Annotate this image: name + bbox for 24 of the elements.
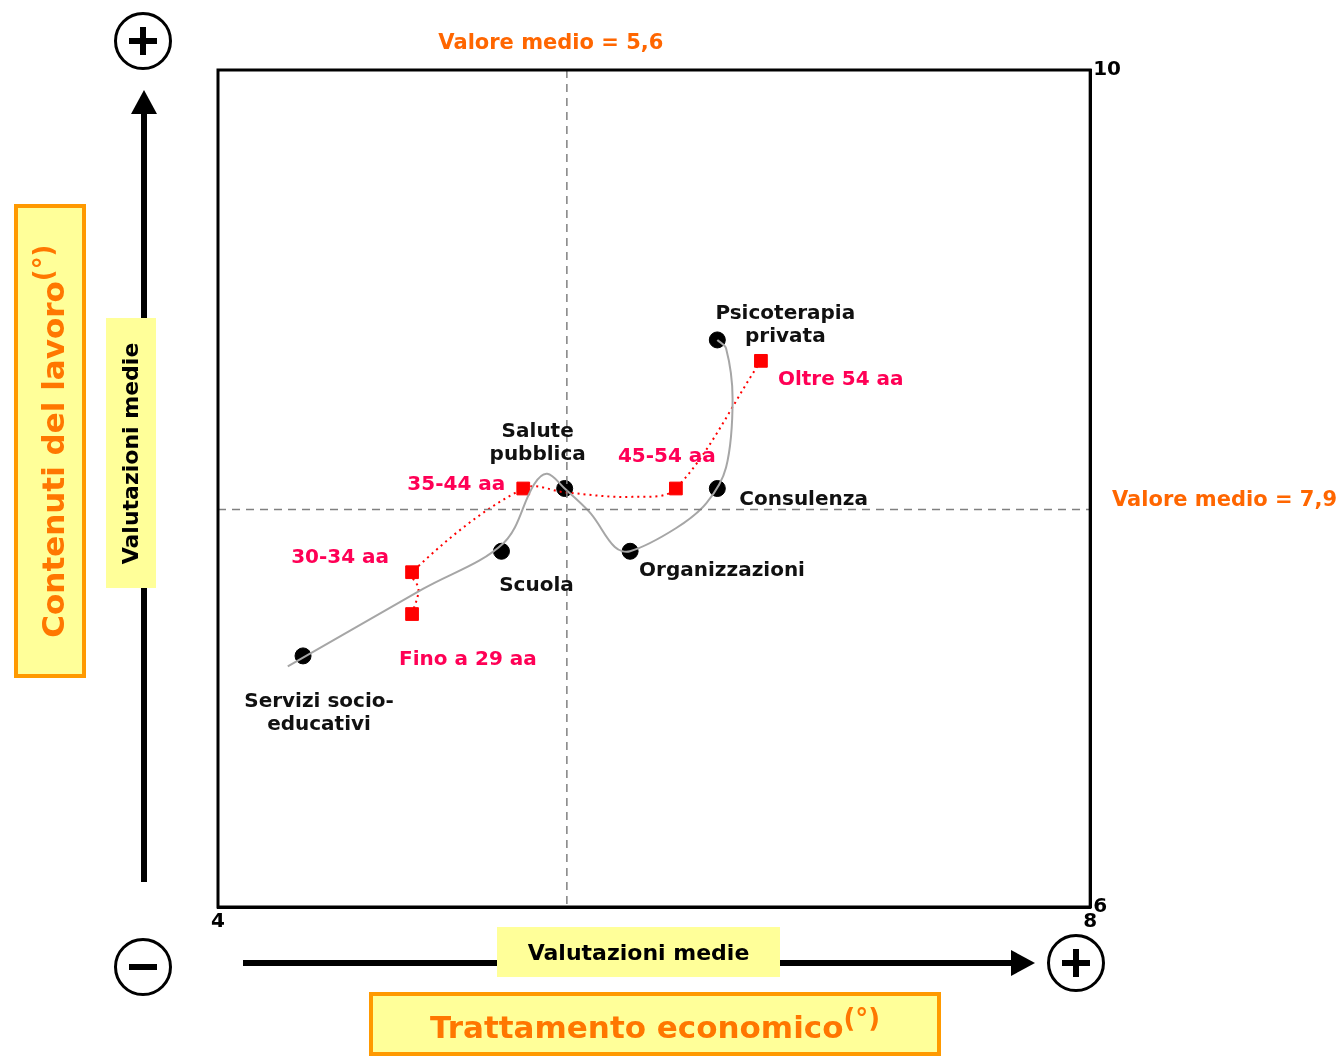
- y-tick-label: 10: [1093, 56, 1122, 81]
- point: [669, 481, 683, 496]
- text: Servizi socio-educativi: [244, 687, 394, 735]
- series-label: Consulenza: [739, 485, 868, 510]
- series-label: Psicoterapia privata: [715, 299, 856, 347]
- x-axis-title: Trattamento economico$^{(°)}$: [429, 1002, 880, 1046]
- series-label: Salute pubblica: [489, 418, 586, 466]
- point: [516, 481, 531, 496]
- point: [405, 607, 419, 621]
- series-label: 45-54 aa: [617, 442, 716, 467]
- ref-line-label: Valore medio = 7,9: [1112, 486, 1338, 511]
- text: Valutazioni medie: [527, 939, 750, 965]
- text: Valutazioni medie: [118, 342, 144, 564]
- series-label: Organizzazioni: [639, 557, 805, 582]
- x-tick-label: 4: [211, 908, 225, 933]
- series-label: Oltre 54 aa: [777, 366, 904, 391]
- point: [708, 331, 726, 349]
- ref-line-label: Valore medio = 5,6: [438, 30, 664, 55]
- series-label: Scuola: [499, 572, 574, 597]
- series-label: 35-44 aa: [407, 470, 506, 495]
- series-label: 30-34 aa: [291, 544, 390, 569]
- point: [754, 353, 768, 368]
- series-label: Fino a 29 aa: [399, 646, 537, 671]
- point: [405, 565, 419, 580]
